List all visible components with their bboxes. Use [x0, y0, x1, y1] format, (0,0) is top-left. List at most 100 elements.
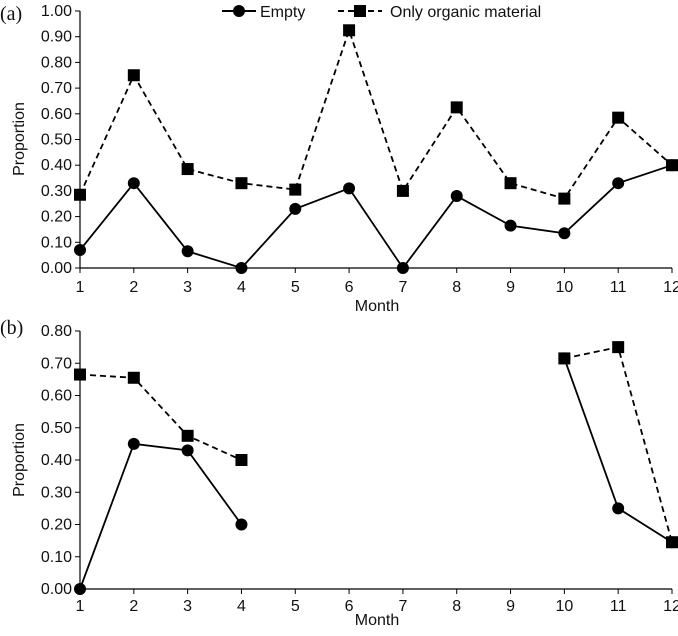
panel-a-organic-point [74, 188, 86, 201]
panel-a-x-title: Month [355, 298, 399, 315]
panel-b-y-tick-label: 0.30 [41, 484, 72, 501]
panel-b-organic-point [666, 536, 678, 549]
legend-entry-empty: Empty [222, 4, 305, 21]
panel-b-x-tick-label: 1 [76, 598, 85, 615]
panel-a-y-tick-label: 0.00 [41, 260, 72, 277]
legend-organic-label: Only organic material [390, 4, 541, 21]
panel-a-empty-point [396, 262, 409, 274]
panel-a-organic-point [612, 111, 625, 124]
legend: Empty Only organic material [222, 4, 541, 21]
panel-a-empty-point [74, 244, 86, 257]
panel-a-y-tick-label: 0.90 [41, 29, 72, 46]
panel-b-organic-point [181, 429, 194, 442]
panel-b-y-tick-label: 0.70 [41, 355, 72, 372]
panel-a-empty-point [612, 177, 625, 190]
legend-empty-marker [233, 5, 245, 17]
panel-b-y-tick-label: 0.00 [41, 581, 72, 598]
panel-a-x-tick-label: 2 [129, 279, 138, 296]
panel-a-empty-point [558, 227, 571, 240]
panel-b-y-tick-label: 0.60 [41, 388, 72, 405]
panel-a-y-title: Proportion [11, 102, 28, 176]
panel-a-empty-line [79, 164, 673, 270]
panel-a-y-tick-label: 0.70 [41, 80, 72, 97]
panel-a-y-tick-label: 0.10 [41, 234, 72, 251]
panel-b-empty-line [563, 358, 673, 543]
panel-a-marks [74, 24, 678, 274]
panel-a-x-tick-label: 5 [291, 279, 300, 296]
panel-a-organic-point [127, 69, 140, 82]
panel-b-x-tick-label: 7 [398, 598, 407, 615]
panel-a-empty-point [127, 177, 140, 190]
panel-a-empty-point [181, 245, 194, 258]
panel-a-axes: 0.00 0.10 0.20 0.30 0.40 0.50 0.60 0.70 0.80 0.90… [41, 3, 678, 296]
panel-a-organic-point [289, 183, 302, 196]
panel-a-x-tick-label: 9 [506, 279, 515, 296]
panel-b-x-tick-label: 3 [183, 598, 192, 615]
panel-b-organic-line [79, 373, 242, 461]
panel-a-organic-point [504, 177, 517, 190]
panel-a-organic-point [558, 192, 571, 205]
panel-b-y-title: Proportion [11, 423, 28, 497]
panel-a-x-tick-label: 10 [555, 279, 573, 296]
panel-a-organic-point [666, 159, 678, 172]
panel-b-x-tick-label: 11 [610, 598, 627, 615]
panel-a-organic-point [181, 163, 194, 176]
panel-b-organic-point [235, 454, 248, 466]
panel-b-empty-point [74, 583, 86, 595]
legend-empty-label: Empty [260, 4, 305, 21]
panel-a-x-tick-label: 1 [76, 279, 85, 296]
panel-a-organic-point [450, 101, 463, 114]
panel-b-label: (b) [0, 317, 23, 339]
panel-b-y-tick-label: 0.80 [41, 323, 72, 340]
panel-b-x-tick-label: 5 [291, 598, 300, 615]
panel-a-organic-point [235, 177, 248, 190]
panel-b-empty-line [79, 442, 243, 590]
panel-b-organic-point [558, 352, 571, 365]
panel-a-empty-point [343, 182, 356, 195]
panel-b: (b) 0.00 0.10 0.20 0.30 0.40 0.50 0.60 0.70 0.80… [0, 317, 678, 629]
panel-b-y-tick-label: 0.40 [41, 452, 72, 469]
panel-b-marks [74, 341, 678, 595]
panel-b-empty-point [181, 444, 194, 457]
panel-b-x-tick-label: 2 [129, 598, 138, 615]
panel-b-x-title: Month [355, 612, 399, 629]
panel-b-organic-point [612, 341, 625, 354]
panel-a-organic-point [343, 24, 356, 37]
panel-a-x-tick-label: 3 [183, 279, 192, 296]
panel-a-empty-point [235, 262, 248, 274]
panel-b-y-tick-label: 0.10 [41, 549, 72, 566]
panel-a-y-tick-label: 0.80 [41, 54, 72, 71]
panel-b-x-tick-label: 9 [506, 598, 515, 615]
panel-a-organic-point [396, 184, 409, 197]
panel-b-x-tick-label: 4 [237, 598, 246, 615]
panel-b-x-tick-label: 10 [555, 598, 573, 615]
panel-b-y-tick-label: 0.50 [41, 420, 72, 437]
legend-entry-organic: Only organic material [338, 4, 541, 21]
panel-b-x-tick-label: 8 [452, 598, 461, 615]
panel-a-x-tick-label: 7 [398, 279, 407, 296]
panel-a-empty-point [289, 202, 302, 215]
panel-a-x-tick-label: 6 [345, 279, 354, 296]
panel-b-empty-point [127, 437, 140, 450]
panel-a-organic-line [79, 27, 673, 200]
panel-b-y-tick-label: 0.20 [41, 517, 72, 534]
panel-a-y-tick-label: 0.60 [41, 106, 72, 123]
panel-b-empty-point [235, 518, 248, 531]
panel-a-y-tick-label: 0.40 [41, 157, 72, 174]
panel-b-x-tick-label: 6 [345, 598, 354, 615]
panel-a-y-tick-label: 0.30 [41, 183, 72, 200]
panel-b-organic-point [74, 368, 86, 381]
panel-a-label: (a) [0, 3, 22, 25]
panel-b-axes: 0.000.100.200.300.400.500.600.700.801 2 3 4… [41, 323, 678, 615]
panel-b-x-tick-label: 12 [663, 598, 678, 615]
panel-a-y-tick-label: 0.20 [41, 209, 72, 226]
panel-a-x-tick-label: 4 [237, 279, 246, 296]
panel-a-x-tick-label: 8 [452, 279, 461, 296]
panel-a-empty-point [450, 190, 463, 203]
panel-b-empty-point [612, 502, 625, 515]
panel-a-empty-point [504, 219, 517, 232]
panel-a-y-tick-label: 1.00 [41, 3, 72, 20]
panel-a: (a) Empty Only organic material 0.00 0.10… [0, 3, 678, 315]
